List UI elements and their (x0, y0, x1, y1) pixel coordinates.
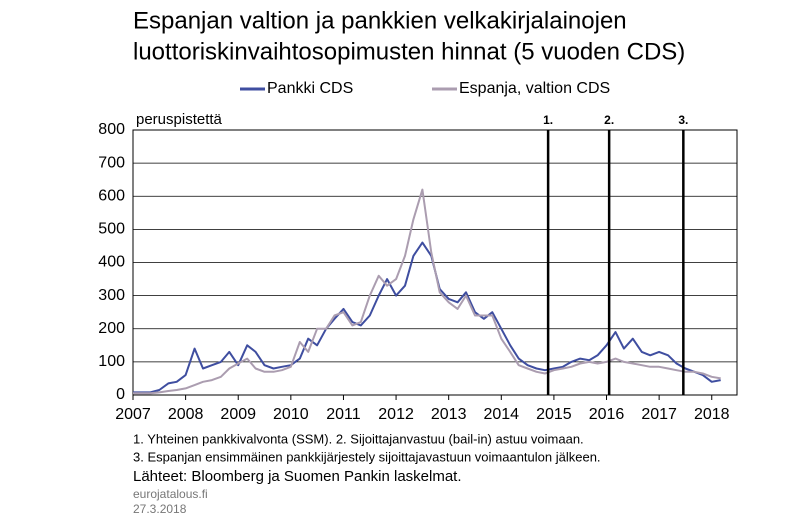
event-label: 3. (678, 113, 688, 127)
legend-label: Espanja, valtion CDS (459, 80, 610, 97)
x-tick-label: 2007 (115, 406, 151, 423)
y-axis-label: peruspistettä (136, 111, 223, 128)
note: 3. Espanjan ensimmäinen pankkijärjestely… (133, 449, 601, 464)
y-tick-label: 100 (98, 353, 125, 370)
y-tick-label: 0 (116, 386, 125, 403)
x-tick-label: 2018 (694, 406, 730, 423)
x-tick-label: 2016 (589, 406, 625, 423)
x-tick-label: 2010 (273, 406, 309, 423)
chart-title: luottoriskinvaihtosopimusten hinnat (5 v… (133, 38, 685, 65)
y-tick-label: 300 (98, 287, 125, 304)
footer: 27.3.2018 (133, 502, 187, 516)
event-label: 2. (604, 113, 614, 127)
y-tick-label: 500 (98, 221, 125, 238)
x-tick-label: 2017 (641, 406, 677, 423)
x-tick-label: 2014 (483, 406, 519, 423)
series-line (133, 241, 721, 394)
x-tick-label: 2015 (536, 406, 572, 423)
series-line (133, 188, 721, 395)
note: 1. Yhteinen pankkivalvonta (SSM). 2. Sij… (133, 431, 584, 446)
y-tick-label: 700 (98, 154, 125, 171)
y-tick-label: 400 (98, 254, 125, 271)
event-label: 1. (543, 113, 553, 127)
footer: eurojatalous.fi (133, 487, 208, 501)
y-tick-label: 600 (98, 187, 125, 204)
x-tick-label: 2013 (431, 406, 467, 423)
x-tick-label: 2011 (326, 406, 361, 423)
chart-title: Espanjan valtion ja pankkien velkakirjal… (133, 7, 627, 34)
plot-frame (132, 129, 738, 396)
source: Lähteet: Bloomberg ja Suomen Pankin lask… (133, 468, 462, 485)
x-tick-label: 2012 (378, 406, 414, 423)
y-tick-label: 800 (98, 121, 125, 138)
legend-label: Pankki CDS (267, 80, 353, 97)
x-tick-label: 2008 (168, 406, 204, 423)
x-tick-label: 2009 (220, 406, 256, 423)
y-tick-label: 200 (98, 320, 125, 337)
